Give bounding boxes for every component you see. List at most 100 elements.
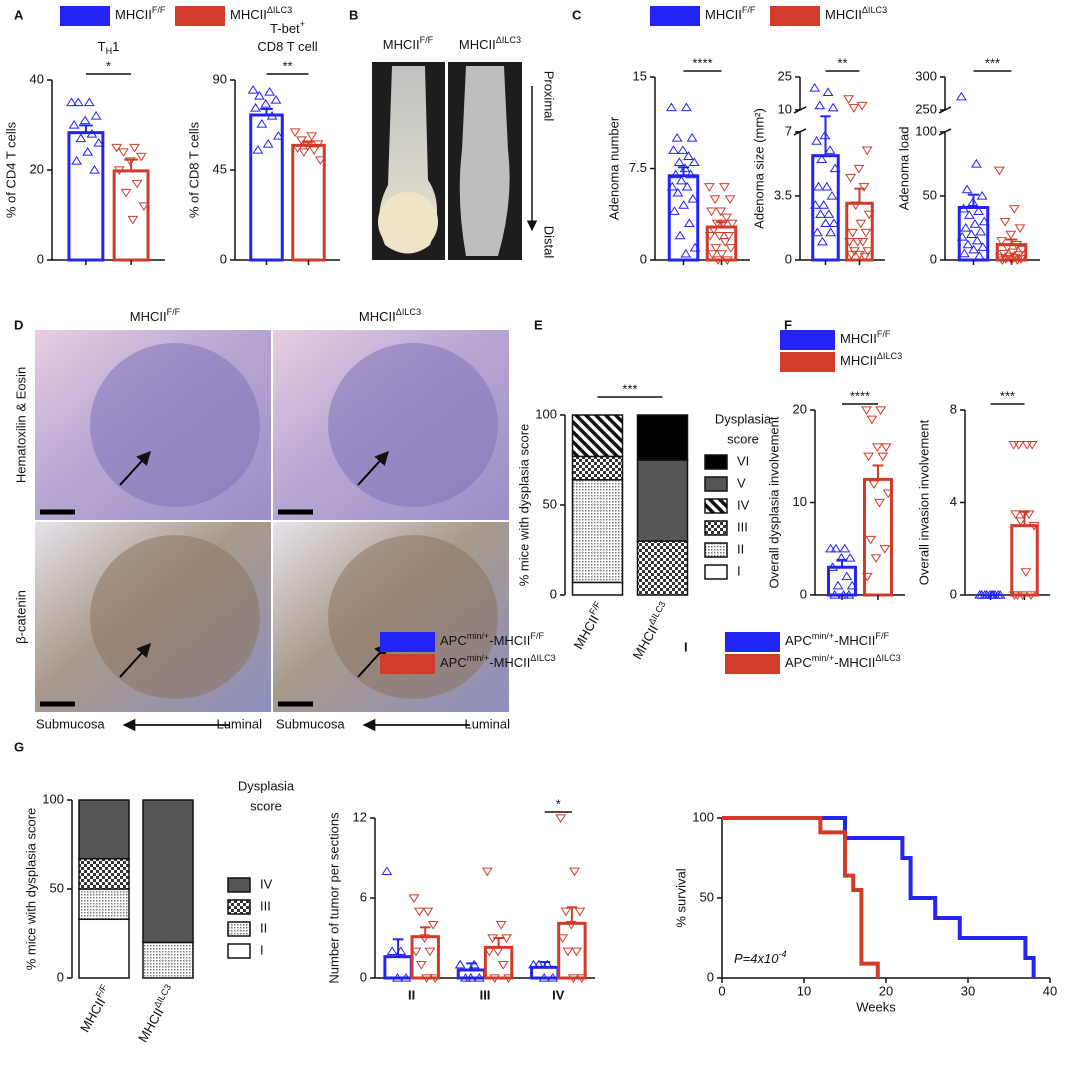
y-tick-label: 10 (778, 101, 792, 116)
chart-title: T-bet+ (270, 19, 305, 36)
legend-label: APCmin/+-MHCIIΔILC3 (440, 653, 556, 670)
data-point (264, 87, 276, 96)
y-tick-label: 0 (57, 969, 64, 984)
x-axis-label: Weeks (856, 999, 896, 1014)
data-point (676, 175, 687, 185)
legend-swatch (780, 352, 835, 372)
x-tick-label: MHCIIF/F (76, 982, 116, 1035)
data-point (704, 231, 716, 241)
data-point (721, 213, 732, 223)
data-point (843, 95, 855, 104)
data-point (298, 148, 310, 157)
y-tick-label: 0 (360, 969, 367, 984)
pointer-arrow (119, 450, 151, 486)
data-point (413, 907, 425, 917)
direction-label: Luminal (216, 716, 262, 731)
y-tick-label: 7 (785, 123, 792, 138)
significance-label: *** (985, 55, 1000, 70)
data-point (858, 183, 870, 192)
y-axis-label: Overall dysplasia involvement (766, 416, 781, 588)
y-axis-label: % mice with dysplasia score (23, 808, 38, 971)
y-axis-label: Adenoma size (mm²) (751, 108, 766, 229)
legend-swatch (60, 6, 110, 26)
data-point (853, 164, 865, 174)
data-point (875, 406, 887, 415)
y-tick-label: 250 (915, 101, 937, 116)
text-part: MHCII (840, 331, 877, 346)
data-point (254, 91, 265, 100)
y-tick-label: 90 (213, 71, 227, 86)
error-bar (124, 158, 138, 171)
bar-segment (78, 857, 130, 890)
data-point (674, 230, 686, 240)
text-part: min/+ (467, 631, 490, 641)
panel-letter: E (534, 317, 543, 332)
annotation: P=4x10-4 (734, 949, 787, 966)
data-point (856, 101, 868, 111)
panel-letter: G (14, 739, 24, 754)
legend-swatch (704, 564, 728, 580)
text-part: ΔILC3 (396, 307, 421, 317)
data-point (825, 227, 837, 237)
x-tick-label: MHCIIF/F (569, 599, 609, 652)
data-point (811, 227, 823, 237)
y-tick-label: 25 (778, 68, 792, 83)
text-part: CD8 T cell (257, 39, 317, 54)
data-point (79, 115, 91, 125)
error-bar (302, 140, 315, 146)
data-point (1011, 240, 1022, 250)
legend-swatch (704, 454, 728, 470)
x-tick-label: II (408, 987, 415, 1002)
text-part: 1 (112, 39, 119, 54)
data-point (874, 498, 885, 508)
axis-label: Distal (542, 226, 557, 259)
data-point (866, 415, 878, 425)
y-tick-label: 4 (950, 494, 957, 509)
data-point (1008, 591, 1020, 600)
error-bar (854, 187, 865, 204)
data-point (86, 129, 98, 138)
data-point (708, 225, 720, 235)
data-point (483, 947, 495, 957)
data-point (822, 87, 834, 97)
legend-label: II (260, 920, 267, 935)
text-part: F/F (167, 307, 181, 317)
data-point (725, 244, 737, 253)
data-point (861, 406, 872, 415)
data-point (871, 443, 883, 452)
data-point (1006, 256, 1018, 265)
direction-label: Submucosa (36, 716, 105, 731)
data-point (955, 91, 967, 101)
data-point (679, 163, 691, 173)
data-point (68, 120, 80, 129)
data-point (973, 206, 984, 215)
data-point (571, 947, 582, 957)
bar-segment (571, 414, 624, 458)
data-point (960, 222, 972, 232)
text-part: P=4x10 (734, 951, 779, 966)
text-part: F/F (875, 631, 889, 641)
error-bar (260, 108, 273, 115)
data-point (306, 132, 318, 141)
y-tick-label: 12 (353, 809, 367, 824)
data-point (685, 169, 697, 179)
y-tick-label: 100 (535, 406, 557, 421)
data-point (312, 140, 324, 149)
y-tick-label: 8 (950, 401, 957, 416)
data-point (260, 99, 272, 108)
data-point (688, 157, 700, 167)
row-label: β-catenin (13, 590, 28, 644)
y-axis-label: Overall invasion involvement (916, 419, 931, 585)
error-bar (872, 464, 884, 480)
significance-label: **** (850, 388, 870, 403)
data-point (250, 103, 261, 112)
data-point (999, 217, 1011, 227)
data-point (814, 100, 826, 110)
data-point (665, 102, 677, 112)
text-part: MHCII (383, 37, 420, 52)
data-point (968, 244, 980, 254)
data-point (83, 97, 95, 107)
data-point (668, 145, 679, 154)
data-point (680, 102, 692, 112)
data-point (256, 119, 268, 128)
